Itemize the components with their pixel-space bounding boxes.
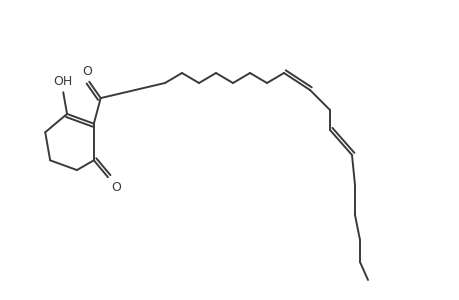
Text: O: O [111,181,121,194]
Text: O: O [82,65,92,78]
Text: OH: OH [54,75,73,88]
